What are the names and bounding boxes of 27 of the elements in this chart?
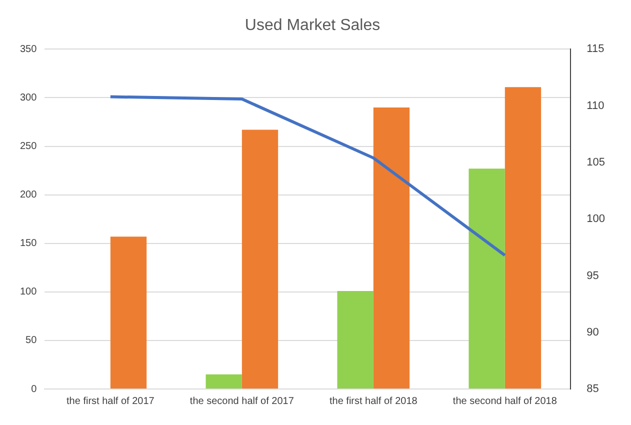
- y-tick-label: 150: [20, 238, 38, 250]
- y2-tick-label: 100: [586, 213, 606, 226]
- y-tick-label: 200: [20, 190, 38, 201]
- y-tick-label: 50: [26, 335, 38, 346]
- y-tick-label: 100: [20, 286, 38, 298]
- x-tick-label: the second half of 2017: [190, 396, 294, 407]
- y-tick-label: 300: [20, 92, 38, 104]
- y-tick-label: 0: [31, 384, 38, 395]
- bar: [504, 87, 542, 388]
- y-tick-label: 250: [20, 141, 38, 152]
- bar: [373, 107, 410, 388]
- bar: [337, 290, 374, 388]
- chart-title: Used Market Sales: [244, 17, 380, 34]
- y2-tick-label: 85: [586, 383, 599, 396]
- x-tick-label: the second half of 2018: [452, 396, 558, 407]
- x-tick-label: the first half of 2018: [329, 396, 418, 407]
- x-tick-label: the first half of 2017: [66, 396, 155, 407]
- bar: [468, 168, 505, 388]
- bar: [206, 374, 242, 388]
- y2-tick-label: 90: [586, 326, 599, 338]
- y2-tick-label: 105: [586, 156, 606, 168]
- bar: [242, 130, 278, 388]
- y-tick-label: 350: [20, 44, 38, 55]
- bar: [110, 236, 147, 388]
- y2-tick-label: 115: [586, 43, 604, 56]
- y2-tick-label: 110: [586, 100, 604, 112]
- y2-tick-label: 95: [586, 270, 599, 282]
